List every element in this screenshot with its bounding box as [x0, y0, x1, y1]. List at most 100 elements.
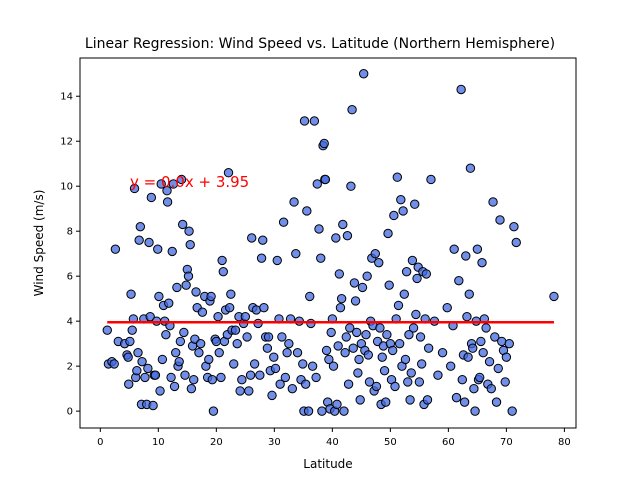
data-point	[451, 392, 462, 403]
data-point	[223, 168, 234, 178]
data-point	[164, 298, 174, 308]
data-point	[357, 282, 368, 293]
x-tick-label: 70	[500, 437, 513, 448]
y-axis: 0 2 4 6 8 10 12 14	[60, 92, 80, 418]
data-point	[477, 257, 487, 268]
data-point	[157, 354, 168, 365]
data-point	[302, 206, 312, 216]
data-point	[370, 248, 380, 259]
data-point	[389, 210, 399, 221]
data-point	[148, 400, 158, 411]
data-point	[125, 336, 135, 347]
data-point	[465, 163, 476, 173]
data-point	[415, 332, 426, 342]
data-point	[422, 395, 433, 405]
data-point	[153, 244, 163, 254]
data-point	[275, 379, 285, 389]
data-point	[364, 377, 375, 387]
data-point	[249, 359, 260, 369]
data-point	[377, 352, 387, 362]
data-point	[259, 302, 269, 313]
data-point	[284, 338, 294, 349]
data-point	[267, 390, 277, 401]
data-point	[353, 368, 363, 378]
data-point	[375, 323, 385, 333]
y-tick-label: 0	[67, 407, 73, 418]
data-point	[408, 323, 419, 333]
y-tick-label: 14	[60, 92, 73, 103]
data-point	[242, 332, 252, 342]
data-point	[298, 359, 308, 369]
data-point	[490, 332, 500, 342]
data-point	[333, 341, 343, 351]
data-point	[335, 302, 346, 313]
data-point	[140, 372, 150, 383]
data-point	[374, 257, 384, 268]
data-point	[123, 352, 133, 362]
data-point	[511, 237, 521, 248]
data-point	[307, 361, 318, 371]
data-point	[412, 273, 422, 284]
data-point	[387, 345, 398, 356]
data-point	[135, 221, 146, 232]
data-point	[416, 359, 427, 369]
data-point	[208, 406, 219, 416]
data-point	[126, 289, 136, 299]
data-point	[354, 354, 364, 365]
data-point	[361, 329, 371, 340]
x-tick-label: 20	[210, 437, 223, 448]
data-point	[394, 338, 405, 349]
data-point	[109, 359, 119, 369]
data-point	[309, 116, 320, 126]
data-point	[207, 374, 217, 385]
data-point	[481, 323, 491, 333]
data-point	[179, 327, 189, 338]
x-tick-label: 10	[152, 437, 165, 448]
data-point	[181, 280, 191, 290]
data-point	[404, 329, 414, 340]
data-point	[384, 280, 394, 290]
data-point	[405, 395, 415, 405]
data-point	[127, 325, 137, 335]
data-point	[300, 379, 311, 389]
data-point	[162, 197, 173, 207]
data-point	[346, 181, 356, 191]
data-point	[278, 217, 289, 227]
data-point	[426, 174, 436, 185]
data-point	[303, 406, 314, 416]
data-point	[332, 399, 342, 410]
data-point	[338, 219, 348, 230]
data-point	[183, 271, 194, 281]
data-point	[407, 255, 418, 266]
data-point	[393, 300, 404, 311]
data-point	[270, 363, 281, 374]
data-point	[349, 278, 360, 288]
data-point	[355, 395, 365, 405]
data-point	[462, 311, 472, 322]
data-point	[509, 221, 519, 232]
data-point	[110, 244, 121, 254]
data-point	[507, 406, 517, 416]
data-point	[263, 332, 274, 342]
data-point	[459, 397, 470, 407]
data-point	[396, 195, 406, 205]
data-point	[102, 325, 112, 335]
data-point	[129, 183, 140, 194]
data-point	[331, 233, 341, 243]
data-point	[226, 289, 236, 299]
data-point	[461, 251, 471, 261]
data-point	[289, 197, 299, 207]
data-point	[144, 237, 154, 248]
data-point	[500, 377, 510, 387]
data-point	[214, 347, 224, 358]
data-point	[185, 239, 195, 250]
data-point	[341, 332, 351, 342]
data-point	[403, 377, 413, 387]
data-point	[177, 219, 188, 230]
data-point	[495, 215, 505, 225]
x-tick-label: 50	[384, 437, 397, 448]
data-point	[232, 338, 242, 349]
data-point	[280, 372, 291, 383]
data-point	[240, 311, 251, 322]
